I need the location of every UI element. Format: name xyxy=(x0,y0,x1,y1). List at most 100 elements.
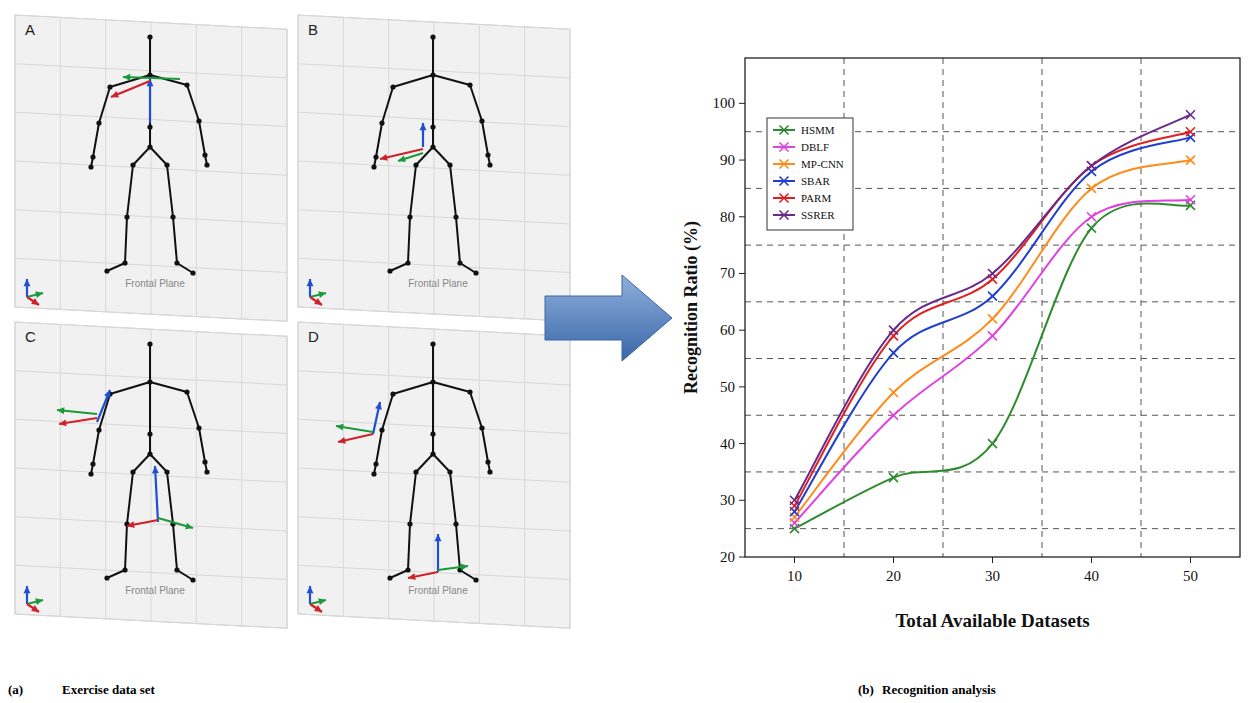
joint xyxy=(473,577,478,582)
legend-marker xyxy=(780,211,789,220)
caption-text: Exercise data set xyxy=(62,682,156,697)
marker-stroke xyxy=(988,292,997,301)
axis-arrow-head xyxy=(336,424,344,431)
legend-marker xyxy=(780,194,789,203)
bone xyxy=(382,394,393,430)
marker-stroke xyxy=(1186,127,1195,136)
marker-stroke xyxy=(780,177,789,186)
legend-box xyxy=(767,118,853,230)
plane-grid xyxy=(15,322,287,336)
bone xyxy=(432,344,434,382)
joint xyxy=(90,154,95,159)
axis-arrow-head xyxy=(314,605,322,612)
marker-stroke xyxy=(1087,184,1096,193)
x-tick xyxy=(1091,557,1092,563)
bone xyxy=(167,165,173,217)
joint xyxy=(147,124,152,129)
axis-arrow xyxy=(310,297,322,305)
bone xyxy=(127,472,133,524)
bone xyxy=(390,570,408,578)
joint xyxy=(124,214,129,219)
bone xyxy=(125,217,127,263)
joint xyxy=(430,451,435,456)
bone xyxy=(149,37,151,75)
caption-label: (a) xyxy=(8,682,23,697)
joint xyxy=(164,162,169,167)
joint xyxy=(88,164,93,169)
y-tick xyxy=(739,103,745,104)
joint xyxy=(196,118,201,123)
marker-stroke xyxy=(1186,110,1195,119)
joint xyxy=(457,260,462,265)
joint xyxy=(473,270,478,275)
figure: AFrontal PlaneBFrontal PlaneCFrontal Pla… xyxy=(0,0,1249,703)
y-tick-label: 20 xyxy=(720,549,735,565)
plane-grid xyxy=(15,614,287,628)
joint xyxy=(467,389,472,394)
plane-grid xyxy=(15,565,287,579)
legend-label: HSMM xyxy=(801,124,835,136)
bone xyxy=(393,382,433,394)
x-tick xyxy=(893,557,894,563)
bone xyxy=(149,434,151,454)
marker-stroke xyxy=(988,292,997,301)
joint xyxy=(485,152,490,157)
bone xyxy=(149,127,151,147)
marker-stroke xyxy=(1186,156,1195,165)
marker-stroke xyxy=(790,496,799,505)
bone xyxy=(456,524,460,570)
y-tick-label: 100 xyxy=(713,95,736,111)
legend-marker xyxy=(780,177,789,186)
marker-stroke xyxy=(1186,195,1195,204)
joint xyxy=(196,425,201,430)
axis-arrow-head xyxy=(127,521,135,528)
series-point xyxy=(889,411,898,420)
axis-arrow-head xyxy=(420,123,427,130)
joint xyxy=(204,162,209,167)
bone xyxy=(376,430,382,464)
joint xyxy=(430,144,435,149)
plane-label: Frontal Plane xyxy=(125,278,185,289)
series-point xyxy=(988,314,997,323)
legend: HSMMDBLFMP-CNNSBARPARMSSRER xyxy=(767,118,853,230)
y-tick xyxy=(739,273,745,274)
joint xyxy=(387,575,392,580)
series-point xyxy=(1186,127,1195,136)
plane-grid xyxy=(15,161,287,175)
legend-marker xyxy=(780,160,789,169)
plane-bg xyxy=(298,15,570,321)
plane-grid xyxy=(15,517,287,531)
axis-arrow-head xyxy=(31,298,39,305)
joint xyxy=(430,72,435,77)
axis-arrow-head xyxy=(338,437,346,444)
y-tick xyxy=(739,160,745,161)
plane-grid xyxy=(15,307,287,321)
y-tick-label: 50 xyxy=(720,379,735,395)
axis-arrow xyxy=(27,604,39,612)
joint xyxy=(174,567,179,572)
bone xyxy=(460,570,476,580)
marker-stroke xyxy=(780,211,789,220)
joint xyxy=(430,34,435,39)
marker-stroke xyxy=(889,473,898,482)
plane-grid xyxy=(298,517,570,531)
plane-bg xyxy=(298,322,570,628)
joint xyxy=(96,120,101,125)
marker-stroke xyxy=(780,160,789,169)
joint xyxy=(487,162,492,167)
marker-stroke xyxy=(1186,127,1195,136)
bone xyxy=(150,147,167,165)
y-tick-label: 60 xyxy=(720,322,735,338)
marker-stroke xyxy=(780,143,789,152)
plane-grid xyxy=(298,322,570,336)
plot-frame xyxy=(745,58,1240,557)
joint xyxy=(147,451,152,456)
joint xyxy=(90,461,95,466)
joint xyxy=(88,471,93,476)
joint xyxy=(405,567,410,572)
series-point xyxy=(988,292,997,301)
marker-stroke xyxy=(1087,212,1096,221)
legend-label: MP-CNN xyxy=(801,158,844,170)
plane xyxy=(298,15,570,321)
plane-label: Frontal Plane xyxy=(125,585,185,596)
